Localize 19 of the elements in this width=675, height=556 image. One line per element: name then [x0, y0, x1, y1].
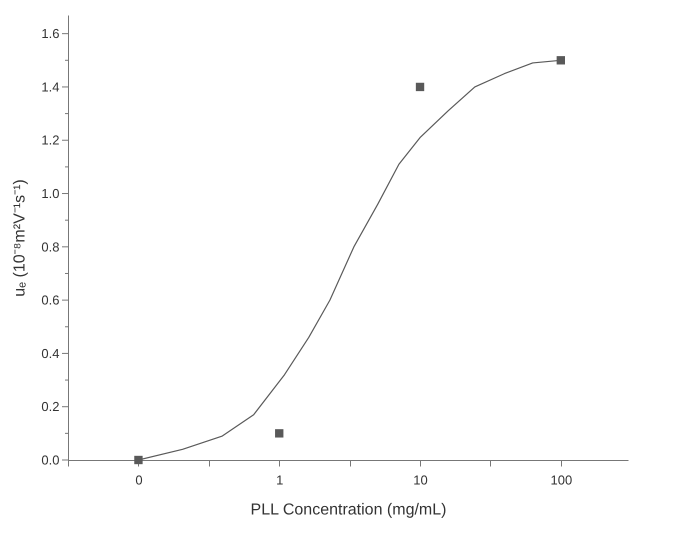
y-tick-label: 0.4: [41, 346, 60, 361]
x-tick-label: 10: [413, 472, 428, 488]
y-tick-label: 0.6: [41, 292, 60, 308]
y-tick-label: 1.4: [41, 79, 60, 94]
x-tick-label: 1: [276, 472, 284, 488]
point: [556, 56, 566, 64]
y-tick-label: 0.2: [41, 399, 60, 414]
y-tick-label: 0.8: [41, 239, 60, 254]
point: [275, 429, 284, 438]
y-tick-label: 0.0: [41, 452, 60, 468]
y-tick-label: 1.0: [41, 186, 60, 202]
y-tick-label: 1.2: [41, 132, 60, 148]
y-axis-title: uₑ (10⁻⁸m²V⁻¹s⁻¹): [11, 179, 28, 297]
x-tick-label: 100: [550, 472, 572, 488]
x-axis-title: PLL Concentration (mg/mL): [250, 502, 446, 518]
point: [416, 82, 424, 92]
y-tick-label: 1.6: [41, 26, 60, 42]
x-tick-label: 0: [135, 472, 143, 488]
point: [134, 456, 143, 464]
